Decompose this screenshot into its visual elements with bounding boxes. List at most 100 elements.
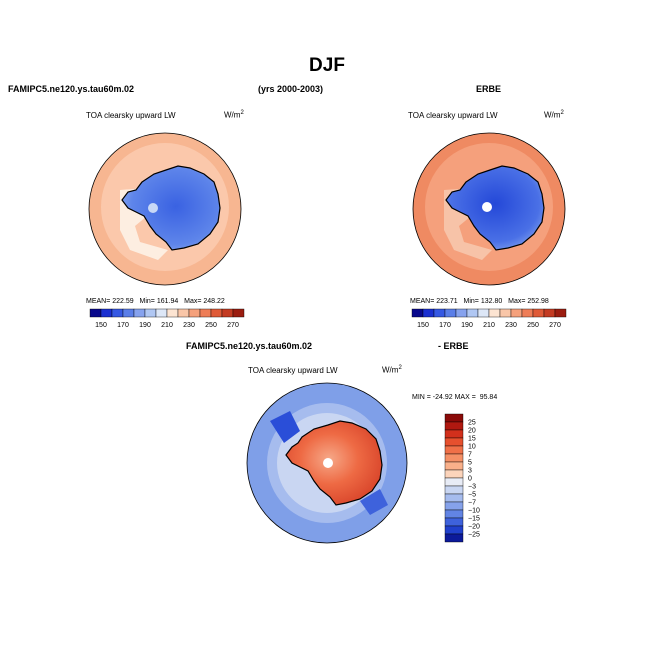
colorbar-swatch <box>444 437 464 447</box>
colorbar-tick-label: −5 <box>468 492 476 499</box>
missing-pole <box>323 458 333 468</box>
colorbar-tick-label: 210 <box>483 322 495 329</box>
antarctica-continent <box>445 165 545 251</box>
light-patch <box>148 203 158 213</box>
colorbar: 150170190210230250270290 <box>89 308 245 329</box>
colorbar-swatch <box>433 308 446 318</box>
colorbar-swatch <box>177 308 190 318</box>
diff-panel-header-left: FAMIPC5.ne120.ys.tau60m.02 <box>186 341 313 351</box>
colorbar-tick-label: 10 <box>468 444 476 451</box>
antarctica-continent <box>285 420 383 506</box>
colorbar-swatch <box>444 445 464 455</box>
map-border <box>88 132 242 286</box>
colorbar-swatch <box>210 308 223 318</box>
colorbar-tick-label: 25 <box>468 420 476 427</box>
stats-line: MEAN= 222.59 Min= 161.94 Max= 248.22 <box>86 298 225 305</box>
colorbar-swatch <box>444 469 464 479</box>
colorbar-swatch <box>466 308 479 318</box>
stats-line: MEAN= 223.71 Min= 132.80 Max= 252.98 <box>410 298 549 305</box>
units-label: W/m2 <box>224 110 244 120</box>
page-title: DJF <box>309 55 345 76</box>
colorbar-tick-label: 170 <box>439 322 451 329</box>
colorbar-tick-label: 190 <box>139 322 151 329</box>
colorbar-tick-label: 270 <box>549 322 561 329</box>
colorbar-swatch <box>444 308 457 318</box>
variable-label: TOA clearsky upward LW <box>248 366 338 375</box>
map-border <box>412 132 566 286</box>
colorbar-swatch <box>444 533 464 543</box>
colorbar-swatch <box>444 453 464 463</box>
colorbar-tick-label: 7 <box>468 452 472 459</box>
colorbar-swatch <box>532 308 545 318</box>
polar-map <box>246 382 408 544</box>
colorbar-swatch <box>166 308 179 318</box>
units-label: W/m2 <box>544 110 564 120</box>
colorbar-swatch <box>488 308 501 318</box>
colorbar-tick-label: 230 <box>183 322 195 329</box>
colorbar-tick-label: −15 <box>468 516 480 523</box>
colorbar-tick-label: 5 <box>468 460 472 467</box>
variable-label: TOA clearsky upward LW <box>408 111 498 120</box>
missing-pole <box>482 202 492 212</box>
colorbar-tick-label: 250 <box>527 322 539 329</box>
right-panel-header: ERBE <box>476 84 502 94</box>
colorbar-tick-label: 150 <box>417 322 429 329</box>
variable-label: TOA clearsky upward LW <box>86 111 176 120</box>
colorbar-swatch <box>188 308 201 318</box>
colorbar-tick-label: −10 <box>468 508 480 515</box>
polar-map <box>88 132 242 286</box>
colorbar-swatch <box>111 308 124 318</box>
colorbar-swatch <box>89 308 102 318</box>
colorbar-tick-label: 150 <box>95 322 107 329</box>
colorbar-swatch <box>455 308 468 318</box>
colorbar-swatch <box>199 308 212 318</box>
colorbar-tick-label: 230 <box>505 322 517 329</box>
difference-panel: TOA clearsky upward LW W/m2 MIN = -24.92… <box>240 355 570 545</box>
dark-blue-patch <box>270 411 300 443</box>
obs-panel: TOA clearsky upward LW W/m2 MEAN= 223.71… <box>404 100 584 340</box>
colorbar-swatch <box>510 308 523 318</box>
colorbar-swatch <box>155 308 168 318</box>
antarctica-continent <box>121 165 221 251</box>
colorbar-swatch <box>444 461 464 471</box>
model-panel: TOA clearsky upward LW W/m2 MEAN= 222.59… <box>80 100 260 340</box>
colorbar-swatch <box>422 308 435 318</box>
units-label: W/m2 <box>382 365 402 375</box>
colorbar-swatch <box>232 308 245 318</box>
colorbar-tick-label: 3 <box>468 468 472 475</box>
colorbar-swatch <box>444 517 464 527</box>
colorbar-swatch <box>521 308 534 318</box>
polar-map <box>412 132 566 286</box>
dark-blue-patch-east <box>360 489 388 515</box>
colorbar-tick-label: −3 <box>468 484 476 491</box>
colorbar-swatch <box>444 413 464 423</box>
colorbar-swatch <box>444 501 464 511</box>
colorbar-swatch <box>444 525 464 535</box>
colorbar-tick-label: 250 <box>205 322 217 329</box>
left-panel-header: FAMIPC5.ne120.ys.tau60m.02 <box>8 84 135 94</box>
colorbar-tick-label: 15 <box>468 436 476 443</box>
colorbar-swatch <box>499 308 512 318</box>
colorbar-swatch <box>411 308 424 318</box>
colorbar-tick-label: 0 <box>468 476 472 483</box>
map-border <box>246 382 408 544</box>
colorbar-swatch <box>133 308 146 318</box>
diff-panel-header-right: - ERBE <box>438 341 469 351</box>
colorbar-swatch <box>444 493 464 503</box>
stats-line: MIN = -24.92 MAX = 95.84 <box>412 394 498 401</box>
colorbar-swatch <box>444 485 464 495</box>
colorbar: 150170190210230250270290 <box>411 308 567 329</box>
colorbar-tick-label: 170 <box>117 322 129 329</box>
colorbar-tick-label: −25 <box>468 532 480 539</box>
colorbar-tick-label: −7 <box>468 500 476 507</box>
colorbar-tick-label: 20 <box>468 428 476 435</box>
colorbar-swatch <box>543 308 556 318</box>
colorbar-swatch <box>100 308 113 318</box>
colorbar-swatch <box>122 308 135 318</box>
colorbar-tick-label: −20 <box>468 524 480 531</box>
colorbar-swatch <box>444 421 464 431</box>
colorbar-tick-label: 190 <box>461 322 473 329</box>
colorbar-swatch <box>444 509 464 519</box>
period-header: (yrs 2000-2003) <box>258 84 324 94</box>
